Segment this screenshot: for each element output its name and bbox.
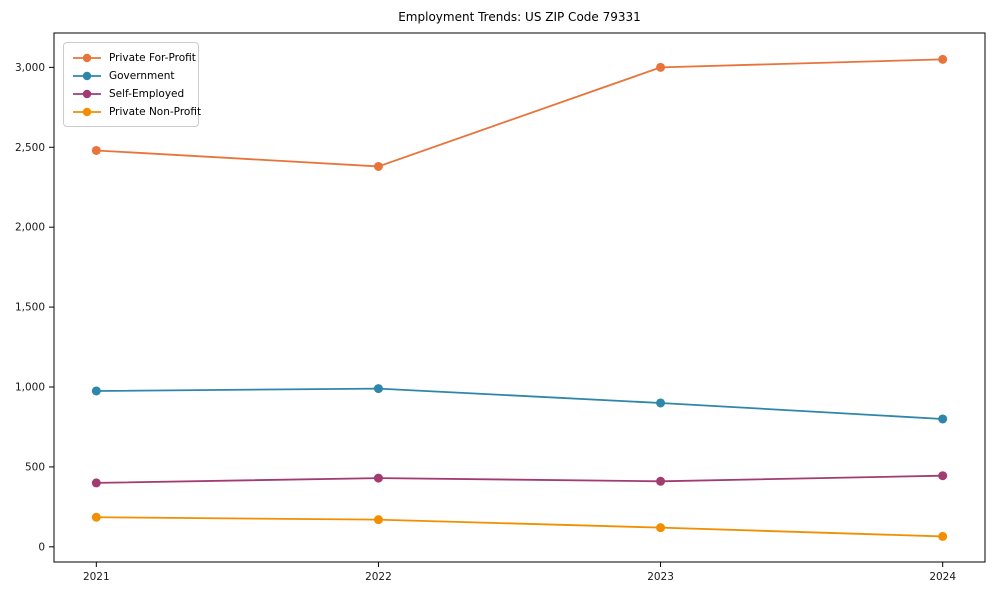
y-tick-label: 2,000 <box>15 222 45 234</box>
legend-line-marker-icon <box>73 71 101 80</box>
y-tick-label: 1,000 <box>15 381 45 393</box>
data-point-marker <box>938 471 948 481</box>
chart-title: Employment Trends: US ZIP Code 79331 <box>398 10 641 24</box>
x-tick-label: 2024 <box>929 571 956 583</box>
data-point-marker <box>91 478 101 488</box>
legend: Private For-Profit Government Self-Emplo… <box>63 42 201 127</box>
data-point-marker <box>938 531 948 541</box>
data-point-marker <box>91 386 101 396</box>
y-tick-label: 2,500 <box>15 142 45 154</box>
x-tick-label: 2021 <box>83 571 110 583</box>
y-tick-label: 500 <box>25 461 45 473</box>
data-point-marker <box>656 523 666 533</box>
legend-item: Self-Employed <box>72 85 190 102</box>
data-point-marker <box>938 414 948 424</box>
y-tick-label: 1,500 <box>15 302 45 314</box>
x-tick-label: 2022 <box>365 571 392 583</box>
legend-item: Private For-Profit <box>72 49 196 66</box>
legend-marker-icon <box>82 71 92 80</box>
data-point-marker <box>373 161 383 171</box>
legend-label: Government <box>109 69 175 82</box>
legend-line-marker-icon <box>73 107 101 116</box>
series-line <box>95 474 944 484</box>
series-line <box>95 58 944 168</box>
legend-item: Private Non-Profit <box>72 103 201 120</box>
axes-spines <box>53 32 986 563</box>
data-point-marker <box>373 473 383 483</box>
legend-line-marker-icon <box>73 53 101 62</box>
legend-line-marker-icon <box>73 89 101 98</box>
data-point-marker <box>373 515 383 525</box>
data-point-marker <box>91 145 101 155</box>
legend-marker-icon <box>82 53 92 62</box>
y-tick-label: 0 <box>38 541 45 553</box>
series-line <box>95 387 944 420</box>
legend-marker-icon <box>82 89 92 98</box>
y-tick-label: 3,000 <box>15 62 45 74</box>
legend-label: Private For-Profit <box>109 51 196 64</box>
data-point-marker <box>656 398 666 408</box>
legend-label: Self-Employed <box>109 87 185 100</box>
legend-item: Government <box>72 67 190 84</box>
data-point-marker <box>656 62 666 72</box>
legend-label: Private Non-Profit <box>109 105 202 118</box>
data-point-marker <box>656 476 666 486</box>
data-point-marker <box>938 54 948 64</box>
legend-marker-icon <box>82 107 92 116</box>
x-tick-label: 2023 <box>647 571 674 583</box>
data-point-marker <box>373 384 383 394</box>
series-line <box>95 516 944 538</box>
data-point-marker <box>91 512 101 522</box>
